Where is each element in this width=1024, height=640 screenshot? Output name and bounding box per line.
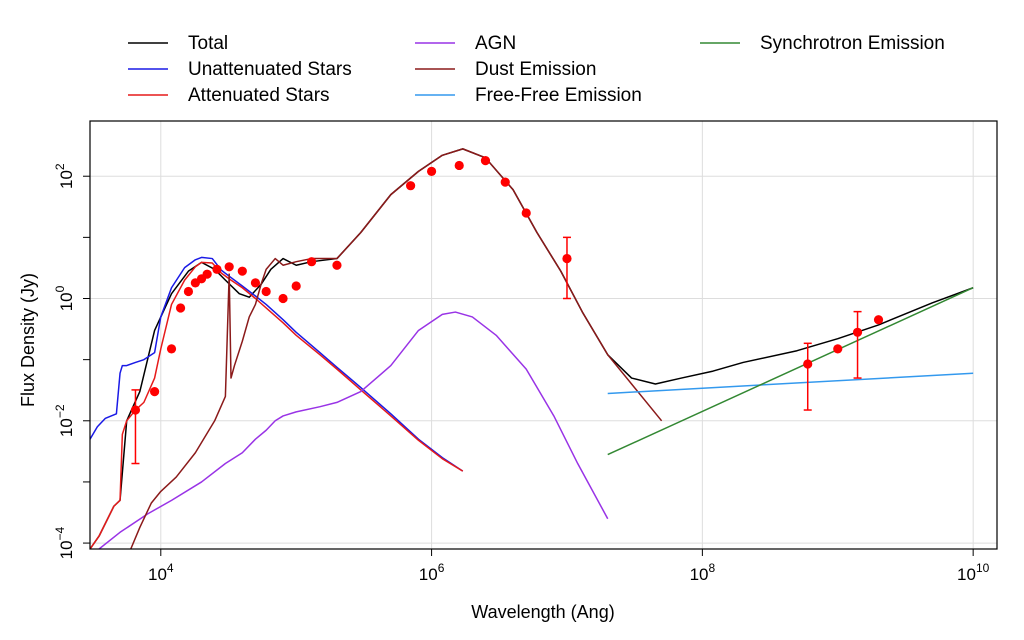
y-tick-label: 102 — [53, 163, 76, 189]
observed-point — [307, 257, 317, 267]
observed-point — [166, 344, 177, 354]
legend-label-agn: AGN — [475, 33, 516, 54]
observed-point — [480, 156, 491, 166]
y-axis: 10−4 10−2 100 102 — [53, 163, 90, 559]
observed-point — [426, 166, 437, 176]
observed-points — [130, 156, 884, 465]
observed-point — [250, 278, 261, 288]
observed-point — [224, 262, 234, 272]
x-tick-label: 1010 — [957, 561, 990, 584]
y-axis-title: Flux Density (Jy) — [18, 273, 38, 407]
observed-point — [183, 286, 194, 297]
observed-point — [562, 253, 572, 264]
legend-label-unattenuated-stars: Unattenuated Stars — [188, 59, 352, 80]
observed-point — [332, 260, 342, 270]
legend-label-free-free-emission: Free-Free Emission — [475, 85, 642, 106]
series-line-agn — [98, 311, 609, 549]
y-tick-label: 10−4 — [53, 526, 76, 559]
observed-point — [202, 269, 212, 279]
legend-label-total: Total — [188, 33, 228, 54]
series-line-free-free-emission — [607, 372, 974, 395]
observed-point — [852, 327, 863, 337]
observed-point — [454, 160, 464, 171]
observed-point — [149, 387, 160, 397]
observed-point — [130, 405, 141, 415]
x-tick-label: 108 — [690, 561, 716, 584]
legend-label-attenuated-stars: Attenuated Stars — [188, 85, 330, 106]
observed-point — [803, 359, 813, 369]
plot-frame — [89, 120, 998, 550]
observed-point — [175, 303, 186, 313]
legend-label-dust-emission: Dust Emission — [475, 59, 596, 80]
x-axis-title: Wavelength (Ang) — [471, 602, 614, 622]
series-layer — [90, 148, 974, 549]
observed-point — [291, 281, 301, 291]
legend: Total Unattenuated Stars Attenuated Stars A… — [128, 33, 945, 106]
y-tick-label: 10−2 — [53, 404, 76, 437]
observed-point — [406, 181, 416, 191]
series-line-dust-emission — [130, 148, 663, 549]
observed-point — [212, 264, 222, 274]
observed-point — [278, 293, 288, 304]
series-line-unattenuated-stars — [90, 256, 464, 472]
series-line-attenuated-stars — [90, 261, 464, 549]
grid — [90, 121, 997, 549]
observed-point — [261, 286, 271, 297]
y-tick-label: 100 — [53, 285, 76, 311]
legend-label-synchrotron-emission: Synchrotron Emission — [760, 33, 945, 54]
observed-point — [873, 315, 884, 325]
observed-point — [833, 344, 843, 354]
observed-point — [500, 177, 510, 187]
observed-point — [521, 208, 531, 218]
x-tick-label: 106 — [419, 561, 445, 584]
series-line-synchrotron-emission — [607, 287, 974, 456]
x-axis: 104 106 108 1010 — [148, 549, 990, 584]
observed-point — [237, 266, 247, 276]
x-tick-label: 104 — [148, 561, 174, 584]
